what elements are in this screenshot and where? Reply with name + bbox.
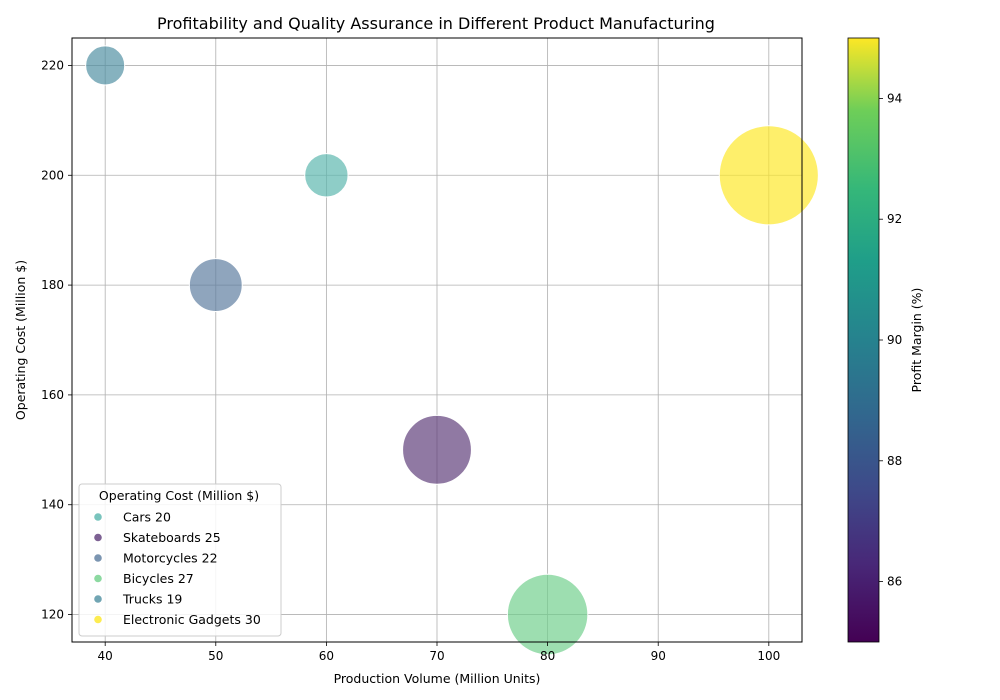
legend-marker xyxy=(94,533,102,542)
colorbar-tick-label: 88 xyxy=(887,454,902,468)
y-tick-label: 160 xyxy=(41,388,64,402)
bubble-motorcycles xyxy=(188,258,243,313)
colorbar-gradient xyxy=(847,37,880,643)
legend-entry: Skateboards 25 xyxy=(123,530,221,545)
legend: Operating Cost (Million $) Cars 20 Skateb… xyxy=(78,483,282,637)
data-points xyxy=(85,45,819,656)
y-tick-label: 200 xyxy=(41,168,64,182)
colorbar-tick-label: 86 xyxy=(887,575,902,589)
legend-entry: Trucks 19 xyxy=(122,592,182,607)
legend-marker xyxy=(94,513,102,521)
bubble-skateboards xyxy=(402,414,472,485)
bubble-bicycles xyxy=(506,573,589,656)
x-tick-label: 40 xyxy=(98,649,113,663)
x-tick-label: 90 xyxy=(651,649,666,663)
x-tick-label: 50 xyxy=(208,649,223,663)
y-tick-label: 180 xyxy=(41,278,64,292)
chart-title: Profitability and Quality Assurance in D… xyxy=(157,14,715,33)
legend-marker xyxy=(94,595,102,603)
legend-entry: Cars 20 xyxy=(123,510,171,525)
legend-entry: Electronic Gadgets 30 xyxy=(123,612,261,627)
legend-title: Operating Cost (Million $) xyxy=(99,488,259,503)
y-axis: 120 140 160 180 200 220 xyxy=(41,58,72,622)
bubble-cars xyxy=(304,153,349,198)
legend-marker xyxy=(94,615,102,624)
legend-box xyxy=(78,483,282,637)
colorbar-label: Profit Margin (%) xyxy=(909,288,924,393)
y-tick-label: 120 xyxy=(41,608,64,622)
bubble-trucks xyxy=(85,45,126,86)
x-tick-label: 70 xyxy=(429,649,444,663)
colorbar: 86 88 90 92 94 Profit Margin (%) xyxy=(847,37,924,643)
y-tick-label: 140 xyxy=(41,498,64,512)
x-tick-label: 100 xyxy=(757,649,780,663)
legend-entry: Motorcycles 22 xyxy=(123,551,218,566)
colorbar-tick-label: 92 xyxy=(887,212,902,226)
x-tick-label: 60 xyxy=(319,649,334,663)
y-axis-label: Operating Cost (Million $) xyxy=(13,260,28,420)
x-axis-label: Production Volume (Million Units) xyxy=(334,671,541,686)
colorbar-tick-label: 94 xyxy=(887,91,902,105)
legend-marker xyxy=(94,554,102,562)
x-axis: 40 50 60 70 80 90 100 xyxy=(98,642,780,663)
y-tick-label: 220 xyxy=(41,58,64,72)
legend-marker xyxy=(94,574,102,583)
colorbar-tick-label: 90 xyxy=(887,333,902,347)
bubble-electronic-gadgets xyxy=(718,125,819,226)
legend-entry: Bicycles 27 xyxy=(123,571,194,586)
x-tick-label: 80 xyxy=(540,649,555,663)
